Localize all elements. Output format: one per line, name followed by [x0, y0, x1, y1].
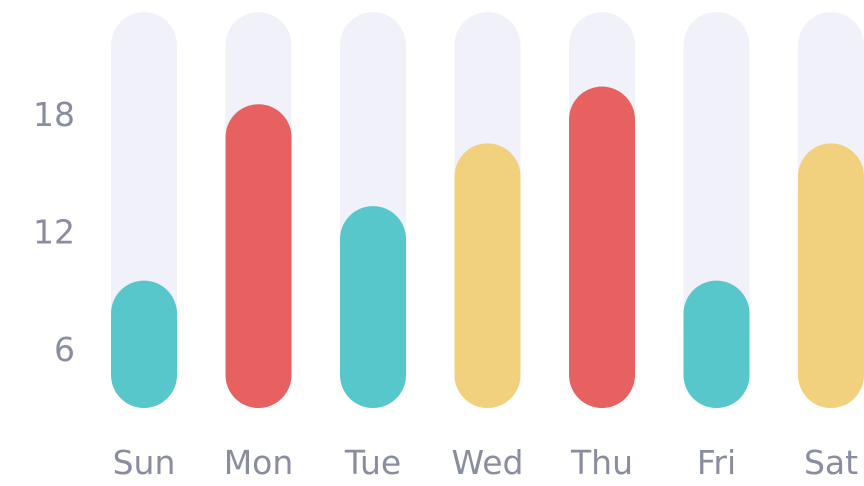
y-tick-label-6: 6 [54, 330, 75, 369]
y-axis-ticks: 6 12 18 [33, 95, 75, 369]
x-axis-ticks: Sun Mon Tue Wed Thu Fri Sat [113, 443, 859, 482]
bar-mon [225, 104, 292, 408]
x-tick-label-mon: Mon [224, 443, 294, 482]
x-tick-label-sat: Sat [804, 443, 858, 482]
bar-sun [111, 280, 177, 408]
bar-thu [569, 86, 635, 408]
y-tick-label-18: 18 [33, 95, 75, 134]
x-tick-label-tue: Tue [344, 443, 401, 482]
y-tick-label-12: 12 [33, 213, 75, 252]
x-tick-label-thu: Thu [570, 443, 633, 482]
bar-wed [454, 143, 521, 408]
bar-tue [340, 206, 406, 408]
bar-sat [798, 143, 864, 408]
x-tick-label-sun: Sun [113, 443, 176, 482]
bars [111, 86, 864, 408]
bar-fri [683, 280, 750, 408]
x-tick-label-wed: Wed [452, 443, 524, 482]
x-tick-label-fri: Fri [697, 443, 736, 482]
